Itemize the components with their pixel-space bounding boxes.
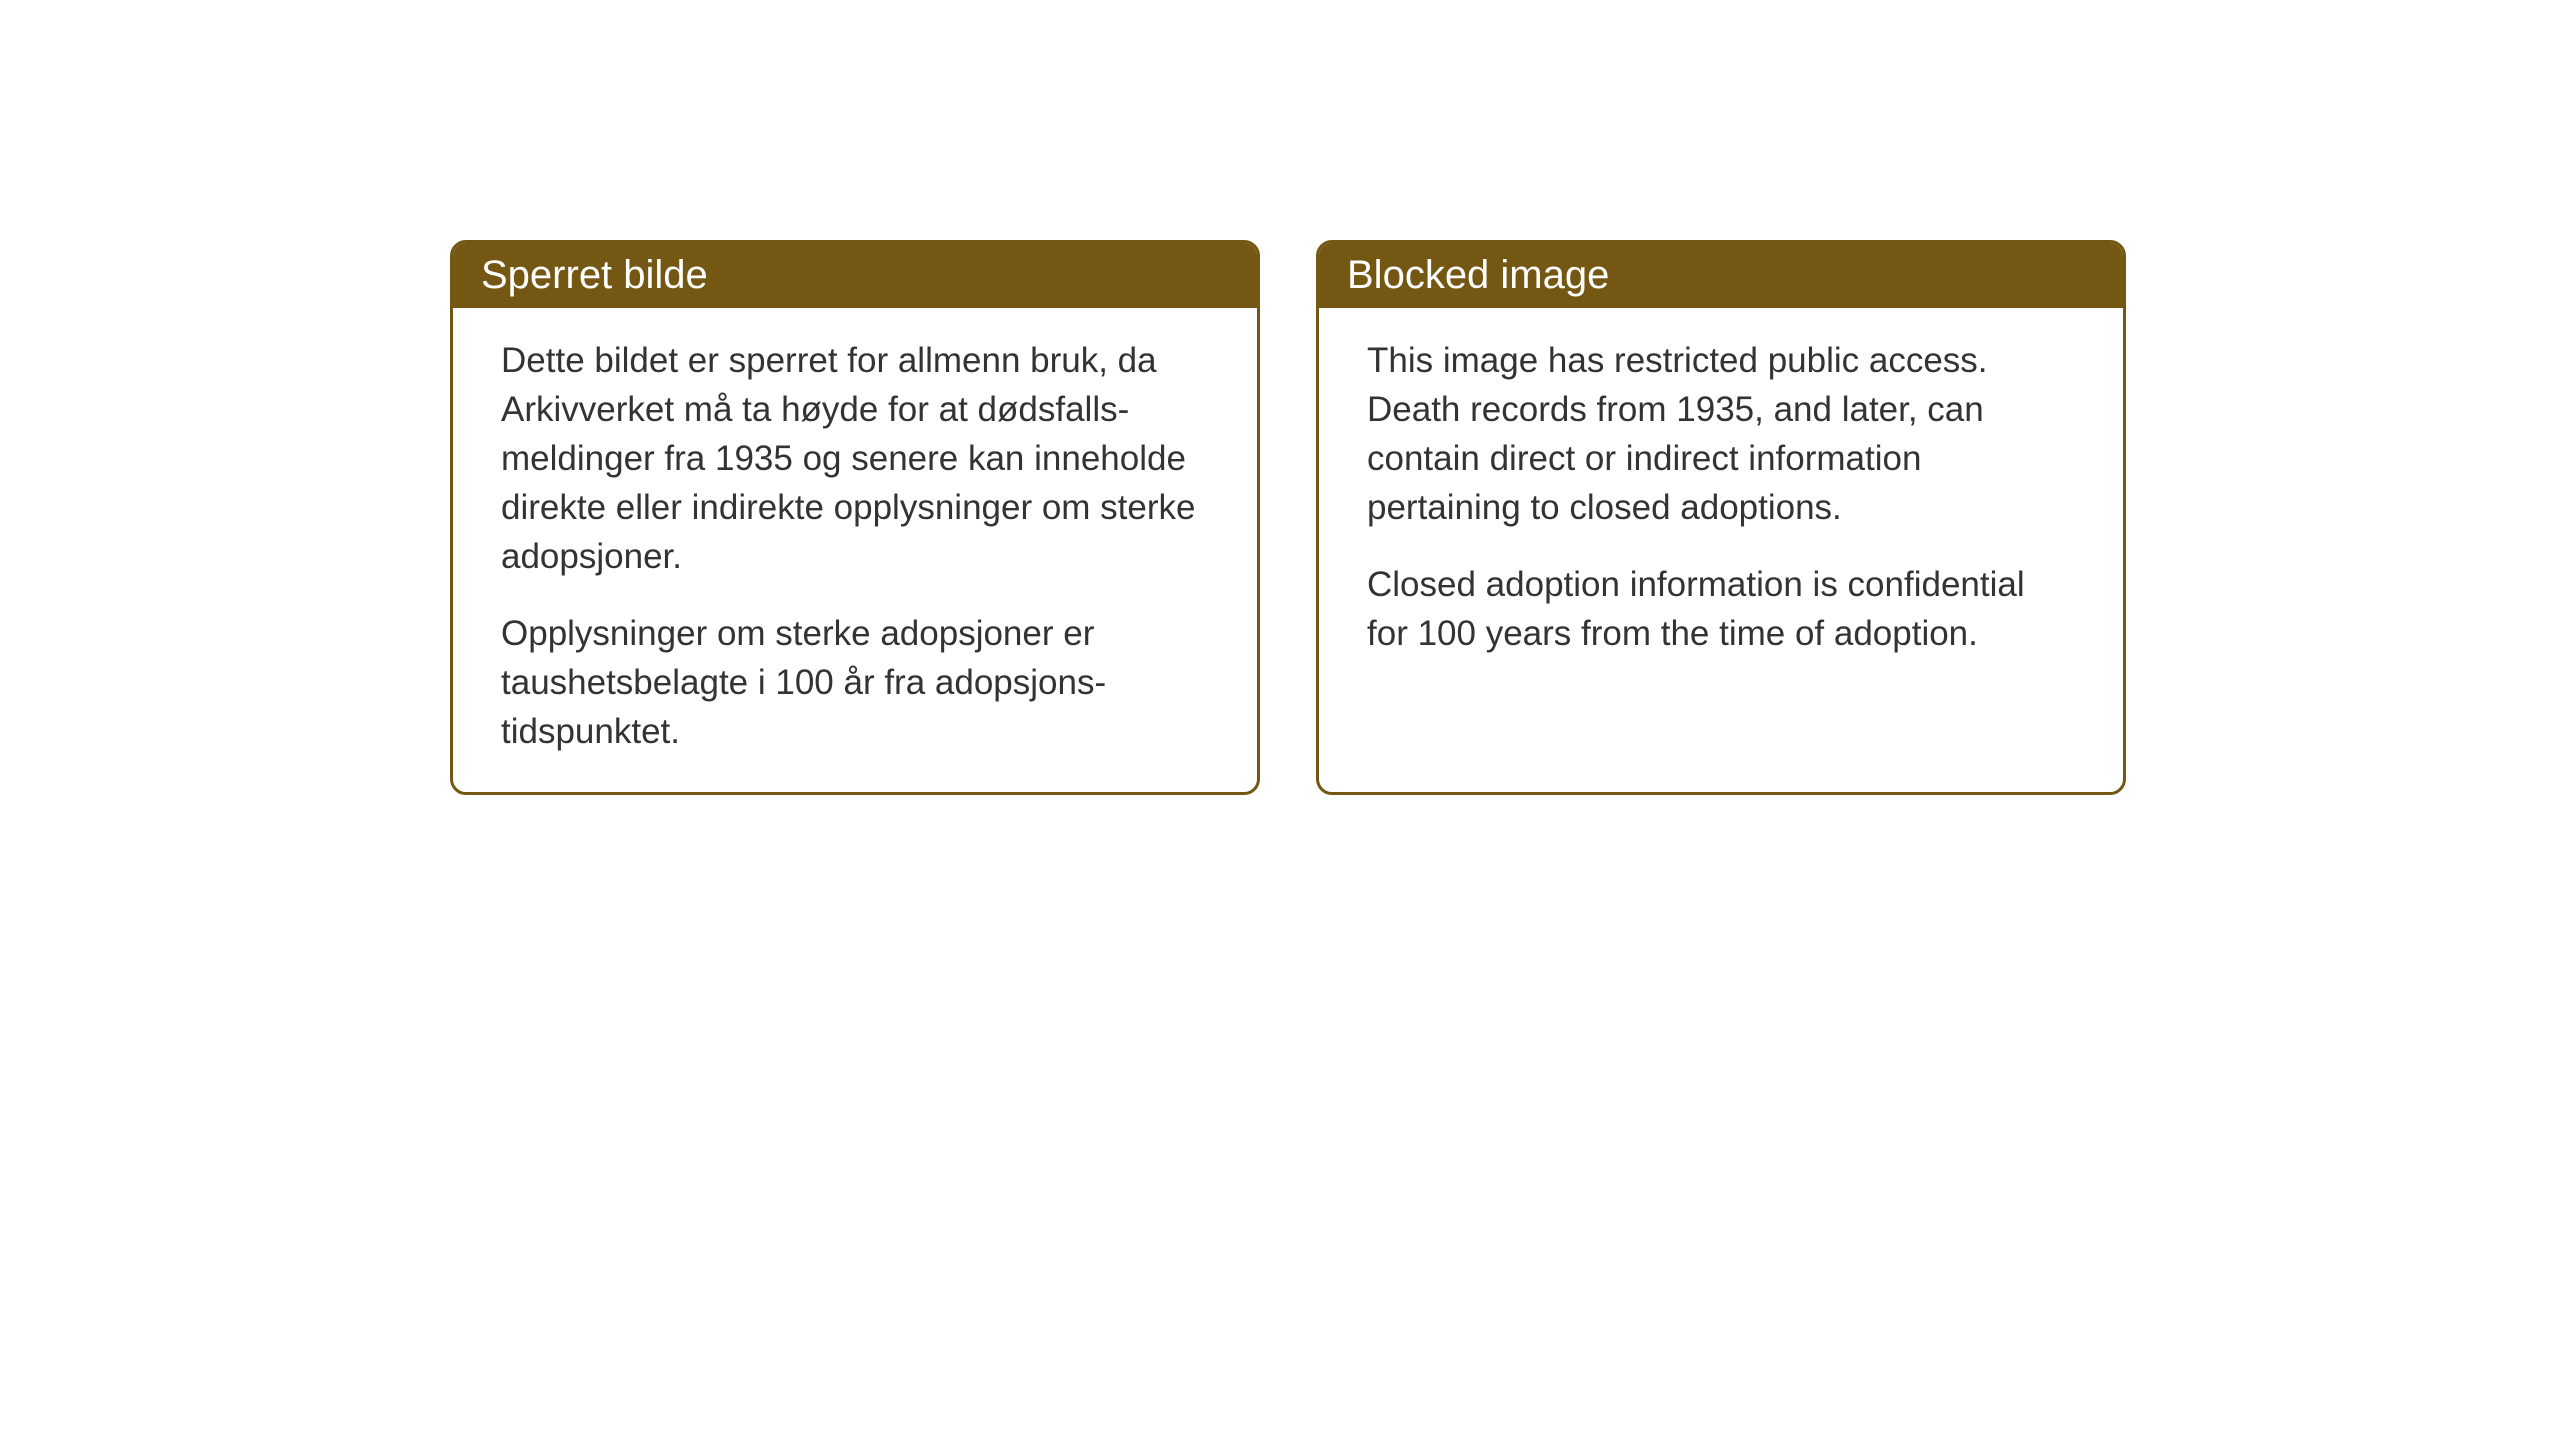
norwegian-card-body: Dette bildet er sperret for allmenn bruk… — [453, 308, 1257, 792]
english-card-header: Blocked image — [1319, 243, 2123, 308]
norwegian-paragraph-1: Dette bildet er sperret for allmenn bruk… — [501, 336, 1209, 581]
english-notice-card: Blocked image This image has restricted … — [1316, 240, 2126, 795]
norwegian-card-title: Sperret bilde — [481, 253, 708, 297]
english-card-title: Blocked image — [1347, 253, 1609, 297]
notice-container: Sperret bilde Dette bildet er sperret fo… — [450, 240, 2126, 795]
norwegian-notice-card: Sperret bilde Dette bildet er sperret fo… — [450, 240, 1260, 795]
english-card-body: This image has restricted public access.… — [1319, 308, 2123, 694]
norwegian-paragraph-2: Opplysninger om sterke adopsjoner er tau… — [501, 609, 1209, 756]
english-paragraph-1: This image has restricted public access.… — [1367, 336, 2075, 532]
norwegian-card-header: Sperret bilde — [453, 243, 1257, 308]
english-paragraph-2: Closed adoption information is confident… — [1367, 560, 2075, 658]
